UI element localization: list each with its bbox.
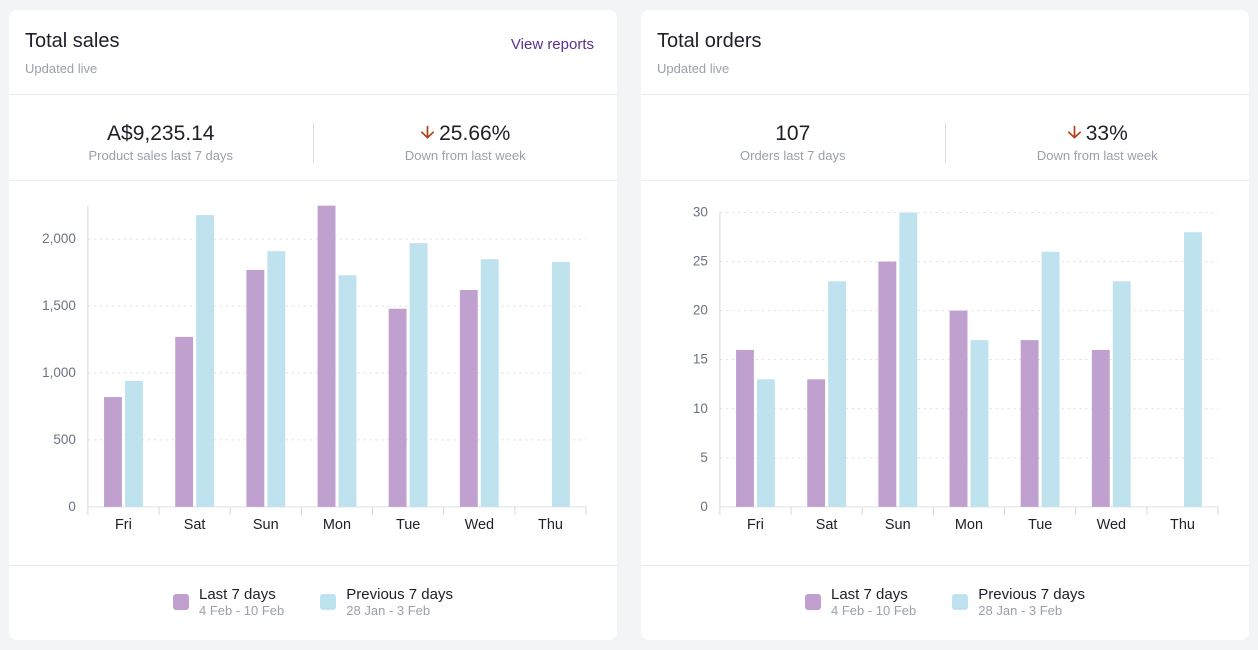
svg-text:Sat: Sat	[184, 517, 206, 533]
svg-text:Mon: Mon	[323, 517, 351, 533]
svg-text:0: 0	[700, 499, 707, 514]
svg-text:30: 30	[693, 205, 708, 220]
svg-text:Tue: Tue	[1028, 517, 1052, 533]
svg-text:Tue: Tue	[396, 517, 420, 533]
svg-text:10: 10	[693, 401, 708, 416]
svg-text:Fri: Fri	[115, 517, 132, 533]
svg-text:Sun: Sun	[885, 517, 911, 533]
svg-text:500: 500	[53, 432, 75, 447]
svg-text:Thu: Thu	[1170, 517, 1195, 533]
svg-text:0: 0	[68, 499, 75, 514]
svg-text:Sun: Sun	[253, 517, 279, 533]
svg-text:5: 5	[700, 450, 707, 465]
svg-text:1,000: 1,000	[42, 365, 76, 380]
svg-text:25: 25	[693, 254, 708, 269]
svg-text:Thu: Thu	[538, 517, 563, 533]
svg-text:20: 20	[693, 303, 708, 318]
svg-text:Wed: Wed	[465, 517, 494, 533]
svg-text:Sat: Sat	[816, 517, 838, 533]
svg-text:1,500: 1,500	[42, 298, 76, 313]
svg-text:2,000: 2,000	[42, 231, 76, 246]
svg-text:Fri: Fri	[747, 517, 764, 533]
svg-text:15: 15	[693, 352, 708, 367]
svg-text:Wed: Wed	[1097, 517, 1126, 533]
svg-text:Mon: Mon	[955, 517, 983, 533]
